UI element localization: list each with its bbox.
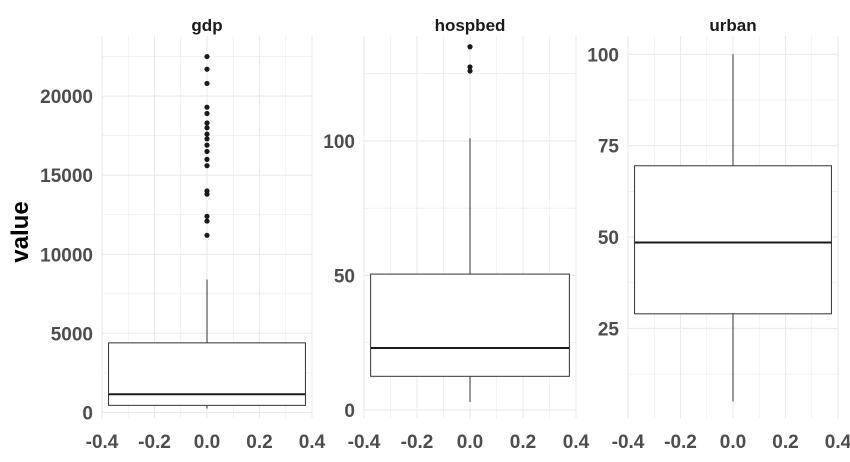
outlier-point xyxy=(204,213,210,219)
y-tick-label: 0 xyxy=(82,403,93,424)
y-tick-label: 100 xyxy=(587,45,619,66)
facet-panel-hospbed: hospbed 0 50 100 -0.4 -0.2 0.0 0.2 0.4 xyxy=(323,16,589,453)
y-tick-label: 100 xyxy=(323,132,355,153)
facet-title: hospbed xyxy=(435,16,506,35)
outlier-point xyxy=(204,110,210,117)
outlier-point xyxy=(204,188,210,194)
facet-title: gdp xyxy=(191,16,222,35)
facet-panel-urban: urban 25 50 75 100 -0.4 -0.2 0.0 0.2 0.4 xyxy=(587,16,850,453)
iqr-box xyxy=(634,165,832,315)
outlier-point xyxy=(467,64,473,70)
y-tick-label: 15000 xyxy=(40,166,93,187)
iqr-box xyxy=(370,273,570,377)
facet-panel-gdp: gdp 0 5000 10000 15000 20000 -0.4 -0.2 0.0 0.2 0.4 xyxy=(40,16,325,453)
outlier-point xyxy=(467,44,473,50)
x-tick-label: 0.2 xyxy=(772,432,798,453)
x-tick-label: -0.4 xyxy=(348,432,381,453)
y-tick-label: 50 xyxy=(598,228,619,249)
outlier-point xyxy=(204,125,210,131)
outlier-point xyxy=(204,136,210,142)
y-tick-label: 10000 xyxy=(40,245,93,266)
y-tick-label: 75 xyxy=(598,137,620,158)
iqr-box xyxy=(108,342,306,406)
outlier-point xyxy=(204,156,210,162)
facet-title: urban xyxy=(709,16,756,35)
y-tick-label: 20000 xyxy=(40,87,93,108)
outlier-point xyxy=(204,232,210,238)
y-tick-label: 25 xyxy=(598,319,620,340)
outlier-point xyxy=(204,53,210,60)
y-axis-label: value xyxy=(7,201,34,262)
outlier-point xyxy=(204,148,210,155)
outlier-point xyxy=(467,68,473,74)
x-tick-label: 0.4 xyxy=(825,432,850,453)
x-tick-label: 0.4 xyxy=(563,432,590,453)
x-tick-label: 0.0 xyxy=(457,432,483,453)
x-tick-label: -0.2 xyxy=(401,432,434,453)
outlier-point xyxy=(204,163,210,169)
outlier-point xyxy=(204,66,210,72)
x-tick-label: 0.0 xyxy=(194,432,220,453)
x-tick-label: 0.2 xyxy=(510,432,536,453)
outlier-point xyxy=(204,120,210,126)
x-tick-label: 0.2 xyxy=(246,432,272,453)
outlier-point xyxy=(204,142,210,148)
outlier-point xyxy=(204,131,210,137)
x-tick-label: -0.4 xyxy=(86,432,119,453)
x-tick-label: -0.4 xyxy=(612,432,645,453)
y-tick-label: 50 xyxy=(334,266,355,287)
outlier-point xyxy=(204,218,210,224)
y-tick-label: 5000 xyxy=(51,324,93,345)
outlier-point xyxy=(204,80,210,87)
outlier-point xyxy=(204,104,210,110)
y-tick-label: 0 xyxy=(344,401,355,422)
x-tick-label: -0.2 xyxy=(138,432,171,453)
x-tick-label: -0.2 xyxy=(664,432,697,453)
x-tick-label: 0.0 xyxy=(720,432,746,453)
x-tick-label: 0.4 xyxy=(299,432,326,453)
